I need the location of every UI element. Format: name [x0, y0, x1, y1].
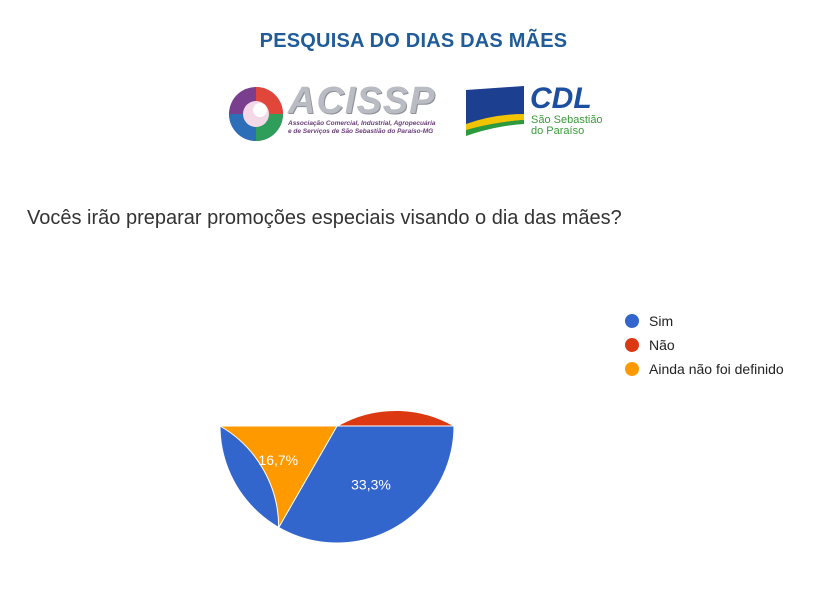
pie-slice-label: 50%: [323, 350, 351, 366]
pie-slice-label: 33,3%: [351, 477, 391, 493]
acissp-logo: ACISSP Associação Comercial, Industrial,…: [226, 80, 441, 144]
legend-swatch: [625, 362, 639, 376]
page-title: PESQUISA DO DIAS DAS MÃES: [259, 30, 568, 52]
cdl-logo: CDL São Sebastião do Paraíso: [464, 82, 614, 144]
legend-item: Sim: [625, 309, 784, 333]
cdl-subtitle-line2: do Paraíso: [531, 125, 585, 137]
cdl-subtitle-line1: São Sebastião: [531, 114, 603, 126]
pie-slice-ainda-n-o-foi-definido: [218, 425, 338, 530]
cdl-emblem-icon: [466, 86, 524, 136]
cdl-wordmark: CDL: [530, 82, 592, 115]
survey-question: Vocês irão preparar promoções especiais …: [27, 207, 622, 229]
legend-item: Não: [625, 333, 784, 357]
acissp-subtitle: Associação Comercial, Industrial, Agrope…: [288, 120, 448, 135]
legend-label: Sim: [649, 313, 674, 329]
legend-label: Não: [649, 337, 675, 353]
legend-item: Ainda não foi definido: [625, 357, 784, 381]
acissp-subtitle-line2: e de Serviços de São Sebastião do Paraís…: [288, 127, 434, 135]
chart-legend: Sim Não Ainda não foi definido: [625, 309, 784, 381]
acissp-emblem-icon: [229, 87, 283, 141]
pie-slice-label: 16,7%: [258, 452, 298, 468]
cdl-subtitle: São Sebastião do Paraíso: [531, 115, 621, 137]
legend-swatch: [625, 314, 639, 328]
legend-swatch: [625, 338, 639, 352]
legend-label: Ainda não foi definido: [649, 361, 784, 377]
acissp-subtitle-line1: Associação Comercial, Industrial, Agrope…: [288, 120, 436, 127]
logos-row: ACISSP Associação Comercial, Industrial,…: [0, 78, 827, 148]
acissp-wordmark: ACISSP: [288, 80, 436, 122]
